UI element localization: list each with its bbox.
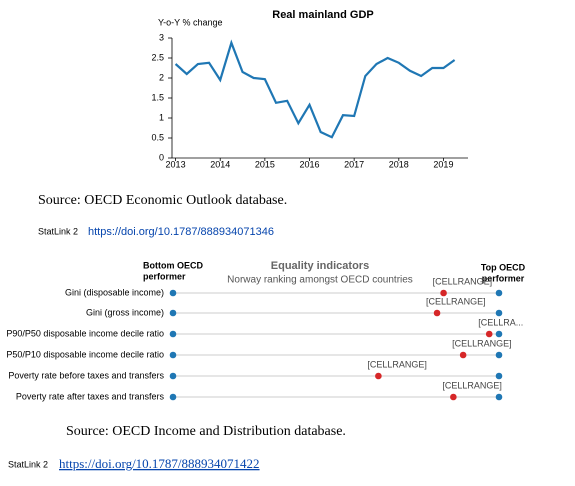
x-tick-label: 2019: [433, 159, 453, 169]
chart-title: Equality indicators: [271, 260, 369, 272]
dot: [433, 309, 441, 317]
data-line: [174, 39, 456, 139]
dot: [169, 289, 177, 297]
y-tick-label: 3: [159, 32, 164, 42]
dot: [495, 289, 503, 297]
statlink-prefix: StatLink 2: [8, 459, 48, 469]
x-tick-label: 2015: [255, 159, 275, 169]
top-performer-label: performer: [482, 273, 525, 283]
dot: [495, 309, 503, 317]
category-label: Poverty rate after taxes and transfers: [16, 391, 165, 401]
dot: [450, 393, 457, 401]
x-tick-label: 2013: [166, 159, 186, 169]
category-label: Poverty rate before taxes and transfers: [8, 370, 164, 380]
dot: [169, 330, 177, 338]
x-tick-label: 2014: [210, 159, 230, 169]
statlink-url[interactable]: https://doi.org/10.1787/888934071422: [59, 456, 260, 471]
dot: [169, 393, 177, 401]
category-label: P90/P50 disposable income decile ratio: [6, 328, 164, 338]
x-tick-label: 2016: [299, 159, 319, 169]
data-label: [CELLRA...: [478, 317, 523, 327]
dot: [169, 351, 177, 359]
y-tick-label: 1: [159, 112, 164, 122]
x-tick-label: 2017: [344, 159, 364, 169]
dot: [169, 309, 177, 317]
chart-subtitle: Norway ranking amongst OECD countries: [227, 275, 413, 286]
statlink-url[interactable]: https://doi.org/10.1787/888934071346: [88, 226, 274, 238]
top-performer-label: Top OECD: [481, 262, 526, 272]
y-axis-label: Y-o-Y % change: [158, 17, 223, 27]
y-tick-label: 0: [159, 152, 164, 162]
dot: [485, 330, 493, 338]
bottom-performer-label: Bottom OECD: [143, 260, 203, 270]
category-label: Gini (gross income): [86, 307, 164, 317]
dot: [495, 351, 503, 359]
data-label: [CELLRANGE]: [452, 338, 512, 348]
data-label: [CELLRANGE]: [442, 380, 502, 390]
chart-title: Real mainland GDP: [272, 9, 373, 21]
data-label: [CELLRANGE]: [433, 276, 493, 286]
data-label: [CELLRANGE]: [426, 296, 486, 306]
category-label: P50/P10 disposable income decile ratio: [6, 349, 164, 359]
dot: [495, 372, 503, 380]
dot: [375, 372, 382, 380]
y-tick-label: 1.5: [151, 92, 164, 102]
y-tick-label: 0.5: [151, 132, 164, 142]
category-label: Gini (disposable income): [65, 287, 164, 297]
source-text: Source: OECD Economic Outlook database.: [38, 193, 287, 208]
dot: [495, 393, 503, 401]
source-text: Source: OECD Income and Distribution dat…: [66, 424, 346, 439]
y-tick-label: 2: [159, 72, 164, 82]
y-tick-label: 2.5: [151, 52, 164, 62]
x-tick-label: 2018: [389, 159, 409, 169]
dot: [459, 351, 467, 359]
bottom-performer-label: performer: [143, 271, 186, 281]
dot: [169, 372, 177, 380]
statlink-prefix: StatLink 2: [38, 226, 78, 236]
data-label: [CELLRANGE]: [367, 359, 427, 369]
dot: [440, 289, 447, 297]
dot: [495, 330, 503, 338]
